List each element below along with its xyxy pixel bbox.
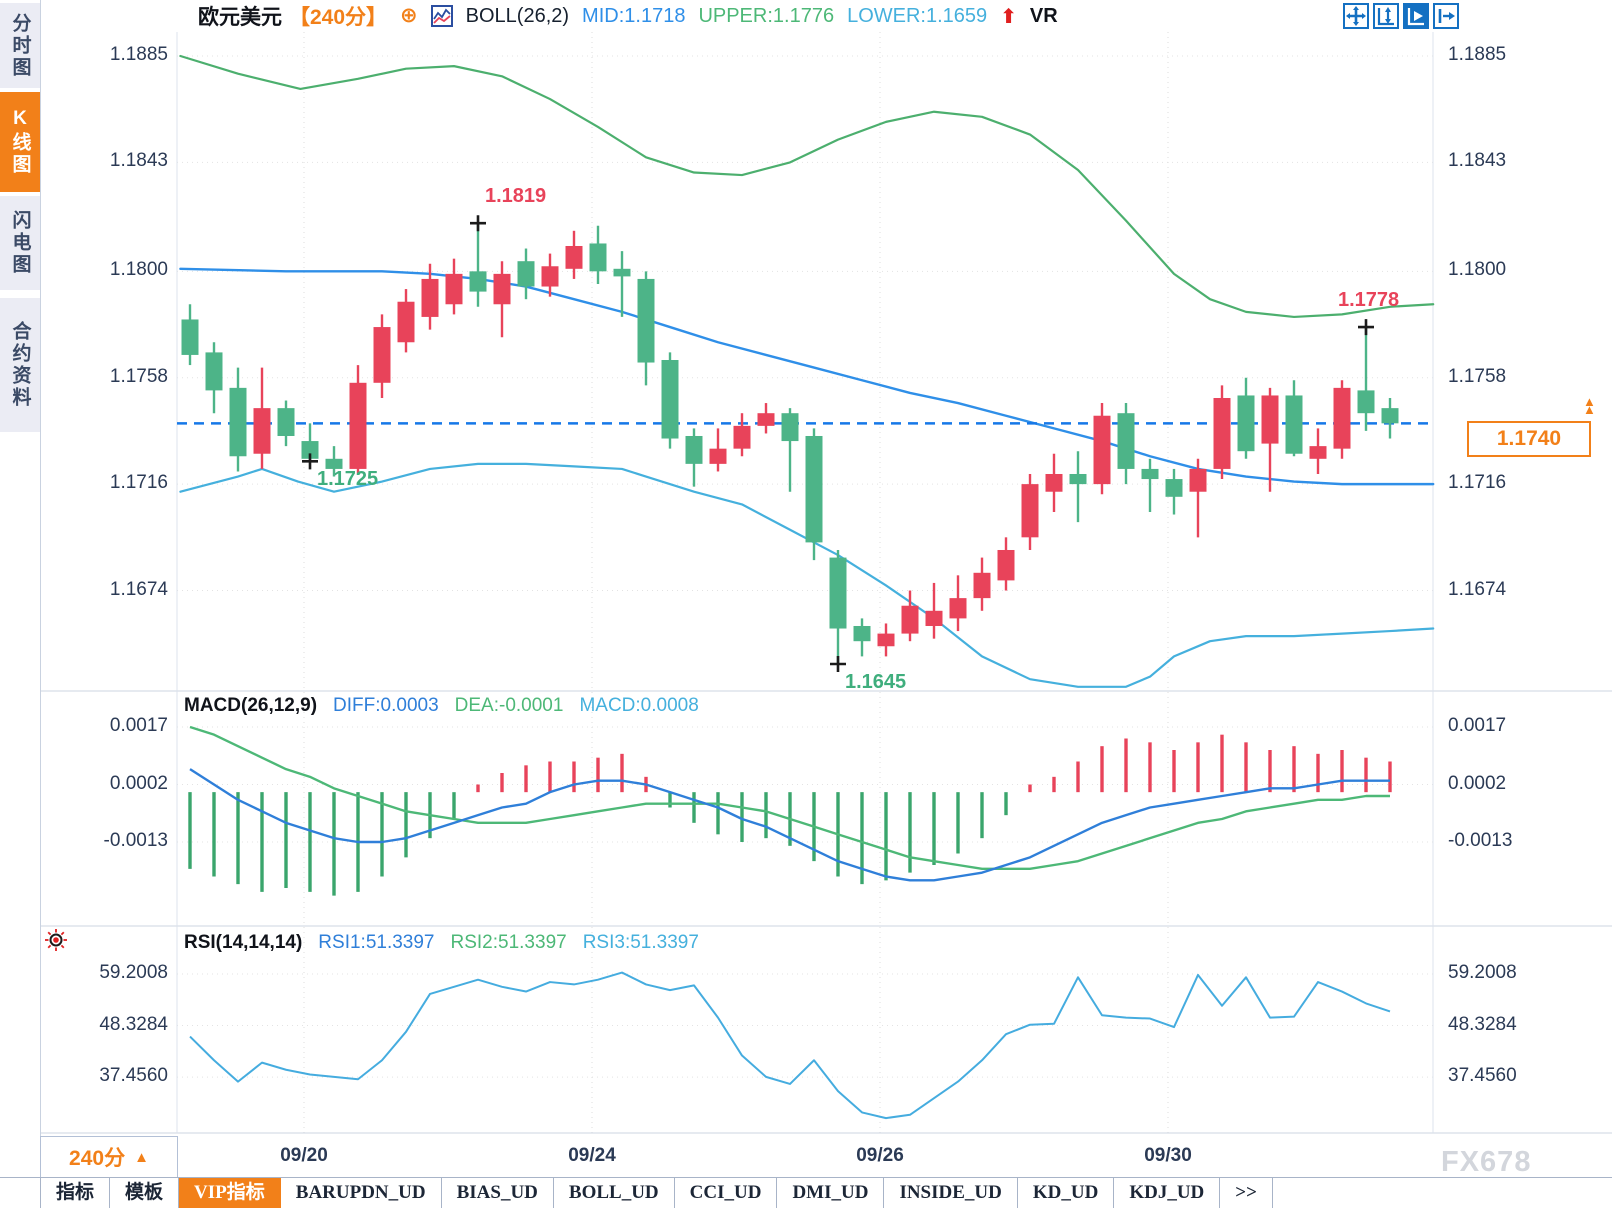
sun-icon [45,929,67,951]
scroll-to-latest-icon[interactable]: ▲ ▲ [1583,394,1596,418]
tab-dmi_ud[interactable]: DMI_UD [777,1178,885,1208]
axis-label: 1.1885 [1448,44,1507,65]
date-label: 09/24 [568,1145,616,1166]
axis-label: 1.1800 [109,259,168,281]
rsi-layer [189,971,1391,1120]
axis-label: 1.1716 [109,472,168,494]
tab-boll_ud[interactable]: BOLL_UD [553,1178,675,1208]
tab-vip指标[interactable]: VIP指标 [179,1178,281,1208]
axis-label: 37.4560 [1448,1065,1517,1087]
price-markers [302,215,1374,672]
macd-dea-value: DEA:-0.0001 [454,695,564,716]
symbol-name: 欧元美元 [198,6,282,29]
macd-pane-header: MACD(26,12,9) DIFF:0.0003 DEA:-0.0001 MA… [184,695,699,717]
rsi-pane-header: RSI(14,14,14) RSI1:51.3397 RSI2:51.3397 … [184,932,699,954]
vr-indicator-label: VR [1029,4,1058,27]
period-up-icon: ▲ [134,1148,149,1166]
candles-layer [181,223,1399,664]
macd-title: MACD(26,12,9) [184,695,318,716]
sidebar-item-contract-info[interactable]: 合约资料 [0,298,40,432]
tab-cci_ud[interactable]: CCI_UD [674,1178,778,1208]
kline-chart-icon[interactable] [430,5,453,27]
sidebar-item-kline-chart[interactable]: K线图 [0,92,40,192]
macd-diff-value: DIFF:0.0003 [333,695,439,716]
period-selector-label: 240分 [69,1147,126,1170]
rsi2-value: RSI2:51.3397 [450,932,567,953]
axis-label: 59.2008 [1448,962,1517,983]
price-annotation: 1.1819 [485,185,547,208]
macd-macd-value: MACD:0.0008 [579,695,699,716]
rsi1-value: RSI1:51.3397 [318,932,435,953]
price-annotation: 1.1645 [845,670,907,693]
tab-指标[interactable]: 指标 [40,1178,111,1208]
date-label: 09/30 [1144,1145,1192,1166]
gridlines-layer [177,32,1433,1133]
axis-scale-icon[interactable] [1373,3,1399,29]
tab-kdj_ud[interactable]: KDJ_UD [1114,1178,1221,1208]
axis-label: 0.0017 [1448,715,1507,736]
boll-upper-value: UPPER:1.1776 [698,4,835,27]
panel-borders [40,32,1612,1134]
axis-label: 1.1674 [1448,578,1507,600]
sidebar: 分时图 K线图 闪电图 合约资料 [0,0,41,1208]
axis-label: 1.1800 [1448,259,1507,281]
boll-lower-value: LOWER:1.1659 [847,4,988,27]
axis-label: 1.1758 [109,365,168,387]
bollinger-bands [179,54,1435,688]
current-price-value: 1.1740 [1496,427,1562,451]
up-arrow-icon: ⬆ [1000,5,1017,28]
current-price-tag: 1.1740 [1467,421,1591,458]
tab-kd_ud[interactable]: KD_UD [1017,1178,1115,1208]
add-indicator-icon[interactable]: ⊕ [400,4,418,27]
chart-toolbar [1343,3,1459,29]
price-annotation: 1.1778 [1338,289,1400,312]
axis-label: 48.3284 [99,1013,168,1035]
date-label: 09/20 [280,1145,328,1166]
axis-label: -0.0013 [103,829,168,851]
indicator-tabbar: 指标 模板 VIP指标 BARUPDN_UD BIAS_UD BOLL_UD CCI_UD D… [0,1177,1612,1208]
axis-label: 0.0002 [1448,772,1507,794]
price-annotation: 1.1725 [317,468,379,491]
axis-label: -0.0013 [1448,829,1513,851]
boll-indicator-label: BOLL(26,2) [465,4,570,27]
rsi3-value: RSI3:51.3397 [582,932,699,953]
period-label[interactable]: 【240分】 [289,6,388,29]
macd-layer [188,725,1392,896]
tab-bias_ud[interactable]: BIAS_UD [441,1178,554,1208]
tab-模板[interactable]: 模板 [110,1178,180,1208]
watermark: FX678 [1441,1146,1532,1178]
rsi-title: RSI(14,14,14) [184,932,303,953]
axis-label: 1.1758 [1448,365,1507,387]
period-selector-button[interactable]: 240分 ▲ [40,1136,178,1178]
chart-header: 欧元美元 【240分】 ⊕ BOLL(26,2) MID:1.1718 UPPE… [198,1,1058,31]
tab-inside_ud[interactable]: INSIDE_UD [884,1178,1018,1208]
pan-icon[interactable] [1343,3,1369,29]
axis-label: 1.1716 [1448,472,1507,494]
axis-label: 1.1843 [1448,150,1507,172]
axis-label: 0.0002 [109,772,168,794]
date-label: 09/26 [856,1145,904,1166]
boll-mid-value: MID:1.1718 [582,4,686,27]
exit-chart-icon[interactable] [1433,3,1459,29]
tab-barupdn_ud[interactable]: BARUPDN_UD [280,1178,442,1208]
chart-play-icon[interactable] [1403,3,1429,29]
axis-label: 0.0017 [109,715,168,736]
sidebar-item-flash-chart[interactable]: 闪电图 [0,196,40,290]
axis-label: 1.1843 [109,150,168,172]
axis-label: 48.3284 [1448,1013,1517,1035]
axis-label: 59.2008 [99,962,168,983]
axis-label: 1.1674 [109,578,168,600]
axis-label: 1.1885 [109,44,168,65]
axis-label: 37.4560 [99,1065,168,1087]
sidebar-item-time-chart[interactable]: 分时图 [0,3,40,88]
tab-[interactable]: >> [1220,1178,1273,1208]
